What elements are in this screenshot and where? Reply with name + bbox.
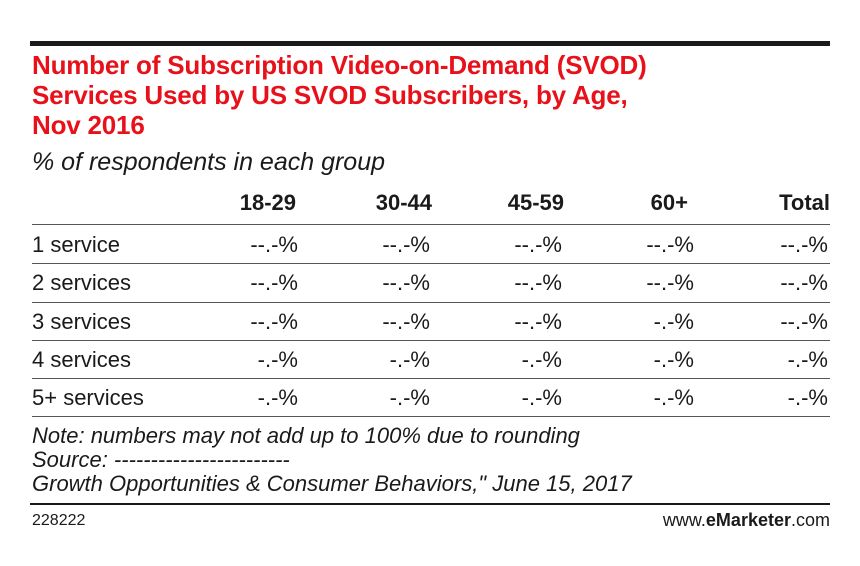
table-cell: -.-% bbox=[521, 346, 562, 372]
table-cell: -.-% bbox=[787, 385, 828, 411]
source-detail-text: Growth Opportunities & Consumer Behavior… bbox=[32, 471, 632, 496]
row-label: 1 service bbox=[32, 232, 121, 257]
table-row: 3 services --.-% --.-% --.-% -.-% --.-% bbox=[32, 303, 830, 341]
table-header-row: 18-29 30-44 45-59 60+ Total bbox=[32, 184, 830, 222]
column-header: 60+ bbox=[650, 190, 688, 215]
table-divider bbox=[32, 340, 830, 341]
brand-name: eMarketer bbox=[705, 510, 791, 530]
table-divider bbox=[32, 263, 830, 264]
table-cell: --.-% bbox=[382, 270, 430, 296]
table-cell: --.-% bbox=[514, 232, 562, 257]
table-divider bbox=[32, 416, 830, 417]
table-cell: --.-% bbox=[250, 270, 298, 296]
table-row: 4 services -.-% -.-% -.-% -.-% -.-% bbox=[32, 341, 830, 379]
table-cell: -.-% bbox=[389, 385, 430, 411]
column-header: Total bbox=[779, 190, 830, 215]
table-divider bbox=[32, 302, 830, 303]
table-divider bbox=[32, 378, 830, 379]
table-row: 1 service --.-% --.-% --.-% --.-% --.-% bbox=[32, 226, 830, 264]
table-cell: --.-% bbox=[382, 232, 430, 257]
table-cell: --.-% bbox=[250, 308, 298, 334]
chart-title-line-2: Services Used by US SVOD Subscribers, by… bbox=[32, 80, 628, 110]
row-label: 3 services bbox=[32, 308, 132, 334]
table-cell: --.-% bbox=[646, 270, 694, 296]
table-cell: -.-% bbox=[653, 385, 694, 411]
brand-suffix: .com bbox=[790, 510, 830, 530]
chart-id: 228222 bbox=[32, 512, 86, 529]
brand-link[interactable]: www.eMarketer.com bbox=[663, 510, 830, 531]
table-cell: --.-% bbox=[780, 270, 828, 296]
table-cell: --.-% bbox=[780, 308, 828, 334]
table-cell: -.-% bbox=[389, 346, 430, 372]
table-cell: -.-% bbox=[257, 346, 298, 372]
source-text: Source: ------------------------ bbox=[32, 447, 290, 472]
table-cell: --.-% bbox=[382, 308, 430, 334]
footnotes: Note: numbers may not add up to 100% due… bbox=[32, 424, 822, 496]
table-row: 2 services --.-% --.-% --.-% --.-% --.-% bbox=[32, 264, 830, 302]
table-cell: -.-% bbox=[257, 385, 298, 411]
brand-prefix: www. bbox=[662, 510, 706, 530]
row-label: 4 services bbox=[32, 346, 132, 372]
table-cell: --.-% bbox=[780, 232, 828, 257]
table-cell: -.-% bbox=[521, 385, 562, 411]
column-header: 18-29 bbox=[239, 190, 296, 215]
column-header: 45-59 bbox=[507, 190, 564, 215]
chart-subtitle: % of respondents in each group bbox=[32, 148, 386, 176]
column-header: 30-44 bbox=[375, 190, 432, 215]
table-cell: -.-% bbox=[653, 308, 694, 334]
bottom-rule bbox=[30, 503, 830, 505]
row-label: 5+ services bbox=[32, 385, 144, 411]
chart-title-line-3: Nov 2016 bbox=[32, 110, 145, 140]
top-rule bbox=[30, 41, 830, 46]
chart-title: Number of Subscription Video-on-Demand (… bbox=[32, 50, 822, 140]
table-cell: -.-% bbox=[653, 346, 694, 372]
table-cell: -.-% bbox=[787, 346, 828, 372]
chart-title-line-1: Number of Subscription Video-on-Demand (… bbox=[32, 50, 647, 80]
table-cell: --.-% bbox=[514, 308, 562, 334]
table-cell: --.-% bbox=[250, 232, 298, 257]
table-cell: --.-% bbox=[514, 270, 562, 296]
table-cell: --.-% bbox=[646, 232, 694, 257]
row-label: 2 services bbox=[32, 270, 132, 296]
table-row: 5+ services -.-% -.-% -.-% -.-% -.-% bbox=[32, 379, 830, 417]
note-text: Note: numbers may not add up to 100% due… bbox=[32, 423, 580, 448]
table-divider bbox=[32, 224, 830, 225]
